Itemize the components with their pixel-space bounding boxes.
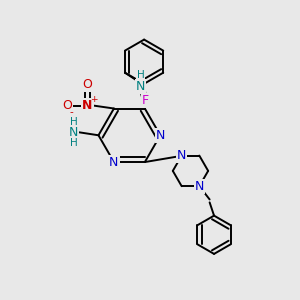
Text: N: N (195, 180, 204, 193)
Text: N: N (177, 149, 186, 162)
Text: +: + (90, 94, 98, 103)
Text: -: - (70, 107, 74, 117)
Text: H: H (136, 70, 144, 80)
Text: F: F (142, 94, 149, 107)
Text: N: N (69, 126, 78, 139)
Text: O: O (82, 78, 92, 92)
Text: N: N (109, 156, 119, 169)
Text: N: N (156, 129, 165, 142)
Text: O: O (62, 99, 72, 112)
Text: N: N (82, 99, 93, 112)
Text: N: N (136, 80, 145, 93)
Text: H: H (70, 138, 77, 148)
Text: H: H (70, 117, 77, 127)
